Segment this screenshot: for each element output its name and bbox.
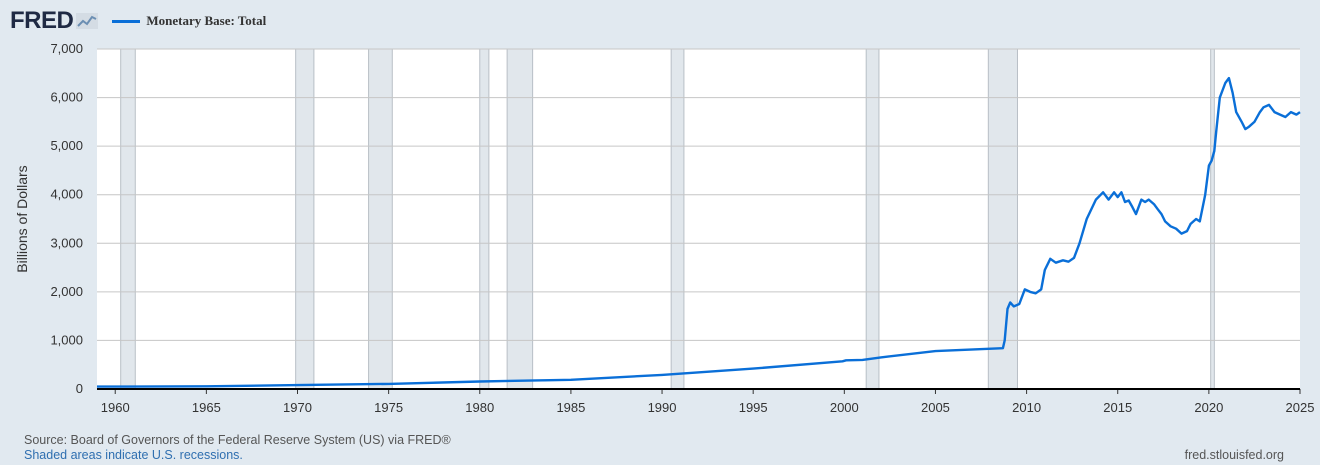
y-tick-label: 0 xyxy=(76,381,83,396)
x-tick-label: 2020 xyxy=(1194,400,1223,415)
recession-band xyxy=(368,49,393,389)
x-tick-label: 1995 xyxy=(739,400,768,415)
y-tick-label: 1,000 xyxy=(50,332,83,347)
y-axis-label: Billions of Dollars xyxy=(14,165,30,272)
x-tick-label: 1960 xyxy=(101,400,130,415)
x-tick-label: 2015 xyxy=(1103,400,1132,415)
x-tick-label: 2010 xyxy=(1012,400,1041,415)
x-axis-ticks: 1960 1965 1970 1975 1980 1985 1990 1995 2000 2005… xyxy=(101,389,1315,415)
chart-legend: Monetary Base: Total xyxy=(112,13,266,29)
series-line xyxy=(96,76,1301,388)
y-axis-ticks: 0 1,000 2,000 3,000 4,000 5,000 6,000 7,000 xyxy=(50,41,83,396)
x-tick-label: 1985 xyxy=(556,400,585,415)
legend-swatch xyxy=(112,19,141,23)
x-tick-label: 2005 xyxy=(921,400,950,415)
line-chart: 0 1,000 2,000 3,000 4,000 5,000 6,000 7,000 196… xyxy=(14,41,1315,415)
fred-chart-icon xyxy=(76,13,99,29)
recession-band xyxy=(671,49,684,389)
recession-band xyxy=(120,49,136,389)
recession-band xyxy=(507,49,533,389)
y-tick-label: 7,000 xyxy=(50,41,83,56)
x-tick-label: 1990 xyxy=(648,400,677,415)
recession-note[interactable]: Shaded areas indicate U.S. recessions. xyxy=(24,448,243,462)
x-tick-label: 2000 xyxy=(830,400,859,415)
recession-band xyxy=(1210,49,1215,389)
fred-url[interactable]: fred.stlouisfed.org xyxy=(1184,448,1284,462)
source-text: Source: Board of Governors of the Federa… xyxy=(24,433,451,447)
y-tick-label: 6,000 xyxy=(50,90,83,105)
recession-band xyxy=(295,49,314,389)
fred-logo[interactable]: FRED xyxy=(10,7,74,34)
y-tick-label: 2,000 xyxy=(50,284,83,299)
y-tick-label: 4,000 xyxy=(50,187,83,202)
y-tick-label: 3,000 xyxy=(50,235,83,250)
recession-band xyxy=(479,49,489,389)
x-tick-label: 1975 xyxy=(374,400,403,415)
plot-area xyxy=(97,49,1300,389)
recession-band xyxy=(866,49,879,389)
x-tick-label: 1980 xyxy=(465,400,494,415)
x-tick-label: 1970 xyxy=(283,400,312,415)
x-tick-label: 1965 xyxy=(192,400,221,415)
recession-bands xyxy=(120,49,1215,389)
recession-band xyxy=(988,49,1018,389)
x-tick-label: 2025 xyxy=(1286,400,1315,415)
legend-label: Monetary Base: Total xyxy=(146,13,267,28)
chart-header: FRED Monetary Base: Total xyxy=(10,6,266,36)
y-tick-label: 5,000 xyxy=(50,138,83,153)
